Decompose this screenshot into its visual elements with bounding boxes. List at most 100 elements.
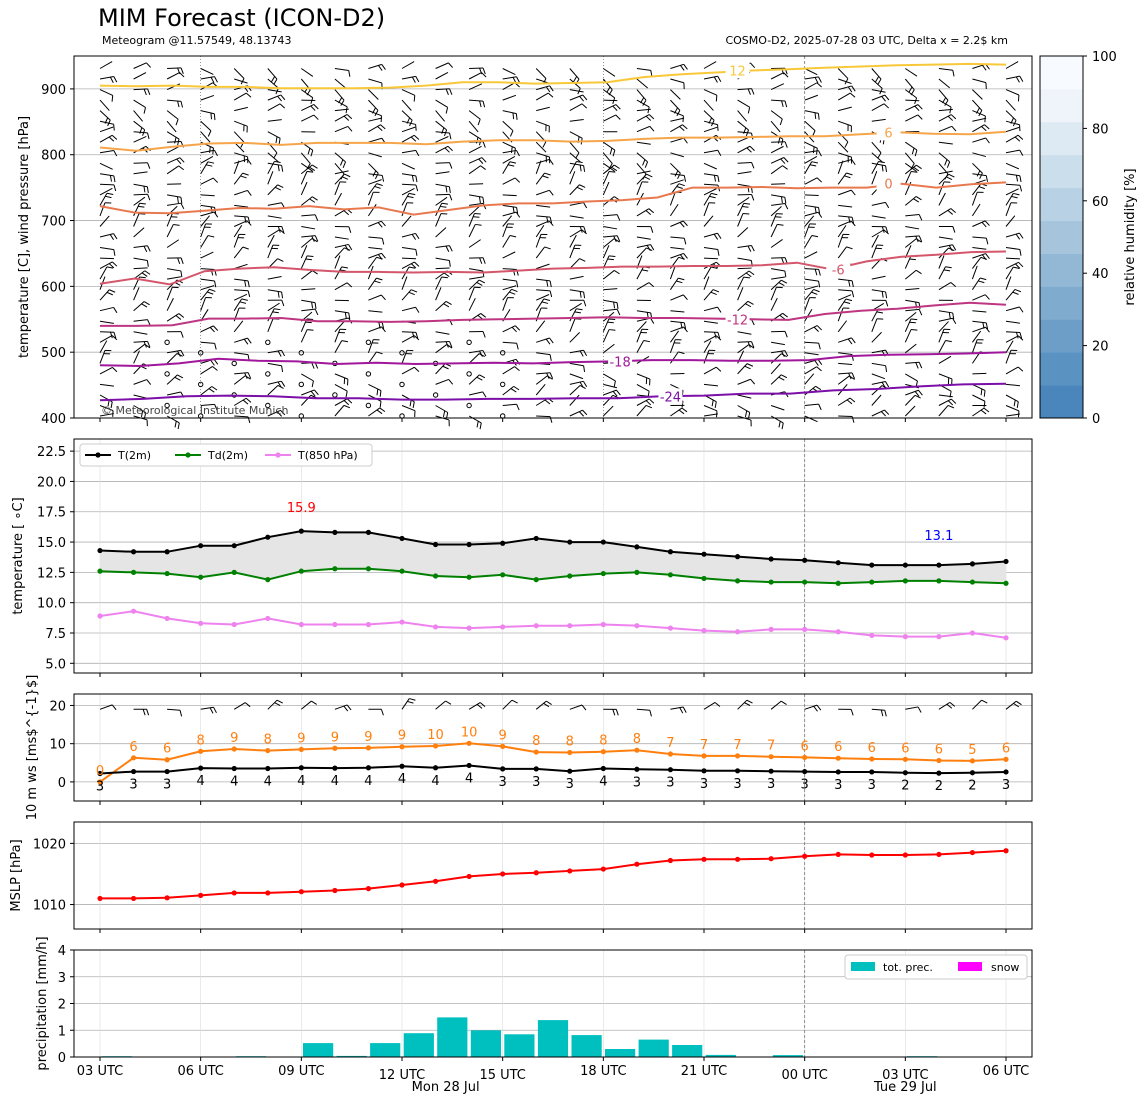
upper-air-wind-barb bbox=[200, 194, 215, 197]
wind-barb-feather bbox=[175, 315, 182, 320]
time-tick-label: 09 UTC bbox=[278, 1064, 324, 1079]
wind-barb-feather bbox=[818, 403, 822, 411]
precip-legend-label: tot. prec. bbox=[883, 961, 933, 974]
gust-point bbox=[164, 757, 170, 763]
upper-air-wind-barb bbox=[435, 72, 449, 80]
pressure-ylabel: MSLP [hPa] bbox=[9, 839, 24, 911]
t850-series-line bbox=[99, 610, 1007, 639]
upper-air-wind-barb bbox=[401, 331, 419, 339]
upper-air-wind-barb bbox=[99, 247, 116, 256]
wind-barb-staff bbox=[737, 699, 748, 710]
upper-air-wind-barb bbox=[300, 170, 314, 185]
wind-barb-staff bbox=[334, 192, 342, 206]
wind-barb-staff bbox=[267, 289, 282, 293]
wind-barb-feather bbox=[711, 399, 714, 407]
upper-air-wind-barb bbox=[771, 276, 786, 280]
wind-barb-staff bbox=[200, 161, 209, 175]
wind-barb-feather bbox=[275, 136, 278, 143]
upper-air-wind-barb bbox=[200, 82, 218, 91]
wind-barb-feather bbox=[113, 175, 116, 183]
wind-barb-staff bbox=[770, 120, 781, 133]
wind-barb-staff bbox=[535, 246, 546, 259]
wind-barb-feather bbox=[641, 181, 649, 183]
wind-barb-feather bbox=[277, 184, 284, 189]
upper-air-wind-barb bbox=[703, 99, 714, 111]
upper-air-wind-barb bbox=[1005, 134, 1024, 143]
isotherm-label-bg bbox=[725, 62, 750, 79]
wind-barb-feather bbox=[751, 162, 755, 169]
wind-barb-staff bbox=[938, 192, 946, 206]
upper-air-wind-barb bbox=[368, 179, 382, 185]
wind-barb-staff bbox=[670, 162, 681, 174]
upper-air-wind-barb bbox=[368, 173, 385, 182]
colorbar-band bbox=[1040, 154, 1083, 189]
upper-air-wind-barb bbox=[636, 162, 647, 180]
wind-barb-feather bbox=[379, 390, 382, 397]
surface-wind-barb bbox=[1005, 700, 1022, 710]
wind-barb-feather bbox=[511, 288, 518, 293]
wind-speed-value-label: 3 bbox=[666, 776, 674, 791]
upper-air-wind-barb bbox=[971, 339, 984, 353]
upper-air-wind-barb bbox=[569, 184, 586, 196]
wind-barb-feather bbox=[980, 409, 987, 415]
wind-barb-staff bbox=[401, 173, 416, 177]
td2m-series-line bbox=[99, 567, 1007, 585]
wind-barb-staff bbox=[838, 372, 853, 375]
wind-barb-staff bbox=[636, 208, 650, 217]
wind-speed-value-label: 3 bbox=[733, 777, 741, 792]
wind-barb-staff bbox=[133, 287, 140, 301]
wind-barb-feather bbox=[449, 194, 453, 201]
wind-barb-staff bbox=[602, 318, 610, 332]
gust-point bbox=[97, 779, 103, 785]
wind-barb-feather bbox=[814, 360, 819, 366]
upper-air-wind-barb bbox=[871, 394, 882, 406]
gust-point bbox=[500, 743, 506, 749]
wind-barb-feather bbox=[376, 409, 383, 415]
upper-air-wind-barb bbox=[368, 383, 382, 397]
wind-barb-staff bbox=[871, 394, 882, 406]
wind-barb-feather bbox=[341, 176, 349, 180]
upper-air-wind-barb bbox=[737, 171, 752, 175]
wind-barb-feather bbox=[407, 195, 414, 199]
wind-barb-staff bbox=[1005, 413, 1020, 417]
wind-barb-staff bbox=[703, 232, 718, 238]
upper-air-wind-barb bbox=[334, 383, 348, 398]
upper-air-wind-barb bbox=[636, 68, 653, 77]
wind-barb-feather bbox=[884, 409, 890, 415]
wind-barb-staff bbox=[99, 704, 113, 710]
upper-air-wind-barb bbox=[770, 415, 784, 430]
wind-barb-feather bbox=[848, 216, 851, 224]
temperature-ytick-label: 5.0 bbox=[45, 657, 66, 672]
wind-barb-staff bbox=[535, 298, 545, 311]
wind-barb-staff bbox=[536, 352, 551, 356]
wind-barb-staff bbox=[200, 251, 214, 259]
upper-air-wind-barb bbox=[535, 298, 551, 311]
wind-barb-staff bbox=[670, 89, 681, 100]
upper-air-wind-barb bbox=[468, 286, 481, 301]
wind-speed-value-label: 2 bbox=[968, 779, 976, 794]
wind-barb-staff bbox=[267, 162, 282, 166]
wind-barb-staff bbox=[1005, 366, 1019, 375]
wind-barb-feather bbox=[139, 276, 146, 279]
wind-barb-feather bbox=[577, 88, 581, 95]
isotherm-label-bg bbox=[658, 388, 683, 405]
wind-barb-feather bbox=[107, 119, 111, 127]
wind-barb-staff bbox=[535, 92, 549, 101]
wind-barb-staff bbox=[972, 236, 987, 239]
wind-barb-staff bbox=[602, 152, 613, 164]
upper-air-wind-barb bbox=[300, 238, 318, 248]
wind-barb-feather bbox=[147, 88, 151, 95]
gust-value-label: 9 bbox=[364, 730, 372, 745]
wind-barb-staff bbox=[703, 289, 714, 301]
wind-barb-staff bbox=[468, 374, 480, 385]
wind-barb-feather bbox=[247, 190, 252, 196]
mslp-point bbox=[399, 882, 405, 888]
upper-air-calm-marker bbox=[164, 371, 170, 377]
wind-barb-feather bbox=[676, 110, 681, 117]
upper-air-wind-barb bbox=[334, 373, 349, 386]
upper-air-wind-barb bbox=[334, 247, 351, 259]
wind-barb-feather bbox=[708, 117, 713, 124]
wind-barb-feather bbox=[579, 226, 583, 233]
upper-air-wind-barb bbox=[737, 405, 751, 419]
wind-barb-feather bbox=[778, 421, 781, 428]
